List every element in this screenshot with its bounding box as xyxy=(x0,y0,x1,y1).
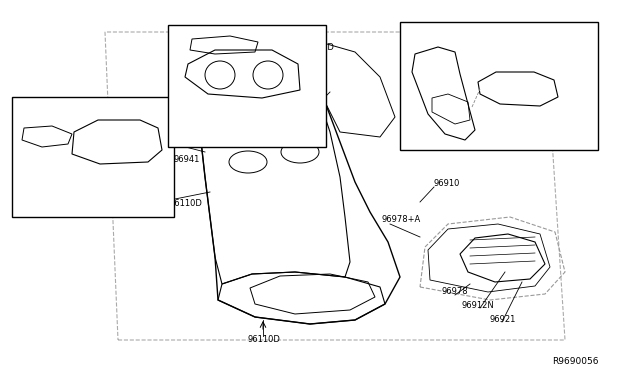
Text: 96910: 96910 xyxy=(434,180,460,189)
Text: 96912N: 96912N xyxy=(462,301,495,311)
Text: 96912W: 96912W xyxy=(283,78,317,87)
Text: 96978: 96978 xyxy=(442,288,468,296)
Text: 96110D: 96110D xyxy=(170,199,203,208)
Text: 96978+B: 96978+B xyxy=(222,31,261,39)
Bar xyxy=(400,22,598,150)
Text: 96978+A: 96978+A xyxy=(382,215,421,224)
Text: 96941: 96941 xyxy=(166,140,193,148)
Text: 96930M: 96930M xyxy=(561,86,595,94)
Text: R9690056: R9690056 xyxy=(552,357,598,366)
Bar xyxy=(168,25,326,147)
Text: 96975N: 96975N xyxy=(20,205,53,215)
Text: 96110D: 96110D xyxy=(302,42,335,51)
Text: 96921: 96921 xyxy=(490,315,516,324)
Text: 68794M: 68794M xyxy=(492,64,526,74)
Bar xyxy=(12,97,174,217)
Text: 96110D: 96110D xyxy=(248,336,281,344)
Text: 96941: 96941 xyxy=(174,155,200,164)
